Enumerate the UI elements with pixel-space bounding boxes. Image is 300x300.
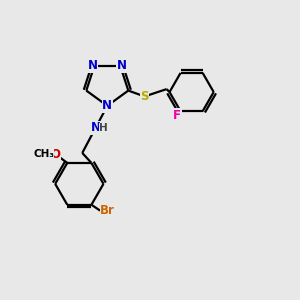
Text: N: N <box>102 99 112 112</box>
Text: O: O <box>50 148 61 160</box>
Text: CH₃: CH₃ <box>33 149 54 159</box>
Text: Br: Br <box>100 204 115 217</box>
Text: S: S <box>140 90 149 103</box>
Text: N: N <box>117 59 127 72</box>
Text: N: N <box>91 122 100 134</box>
Text: N: N <box>88 59 98 72</box>
Text: F: F <box>173 109 181 122</box>
Text: H: H <box>99 123 108 133</box>
